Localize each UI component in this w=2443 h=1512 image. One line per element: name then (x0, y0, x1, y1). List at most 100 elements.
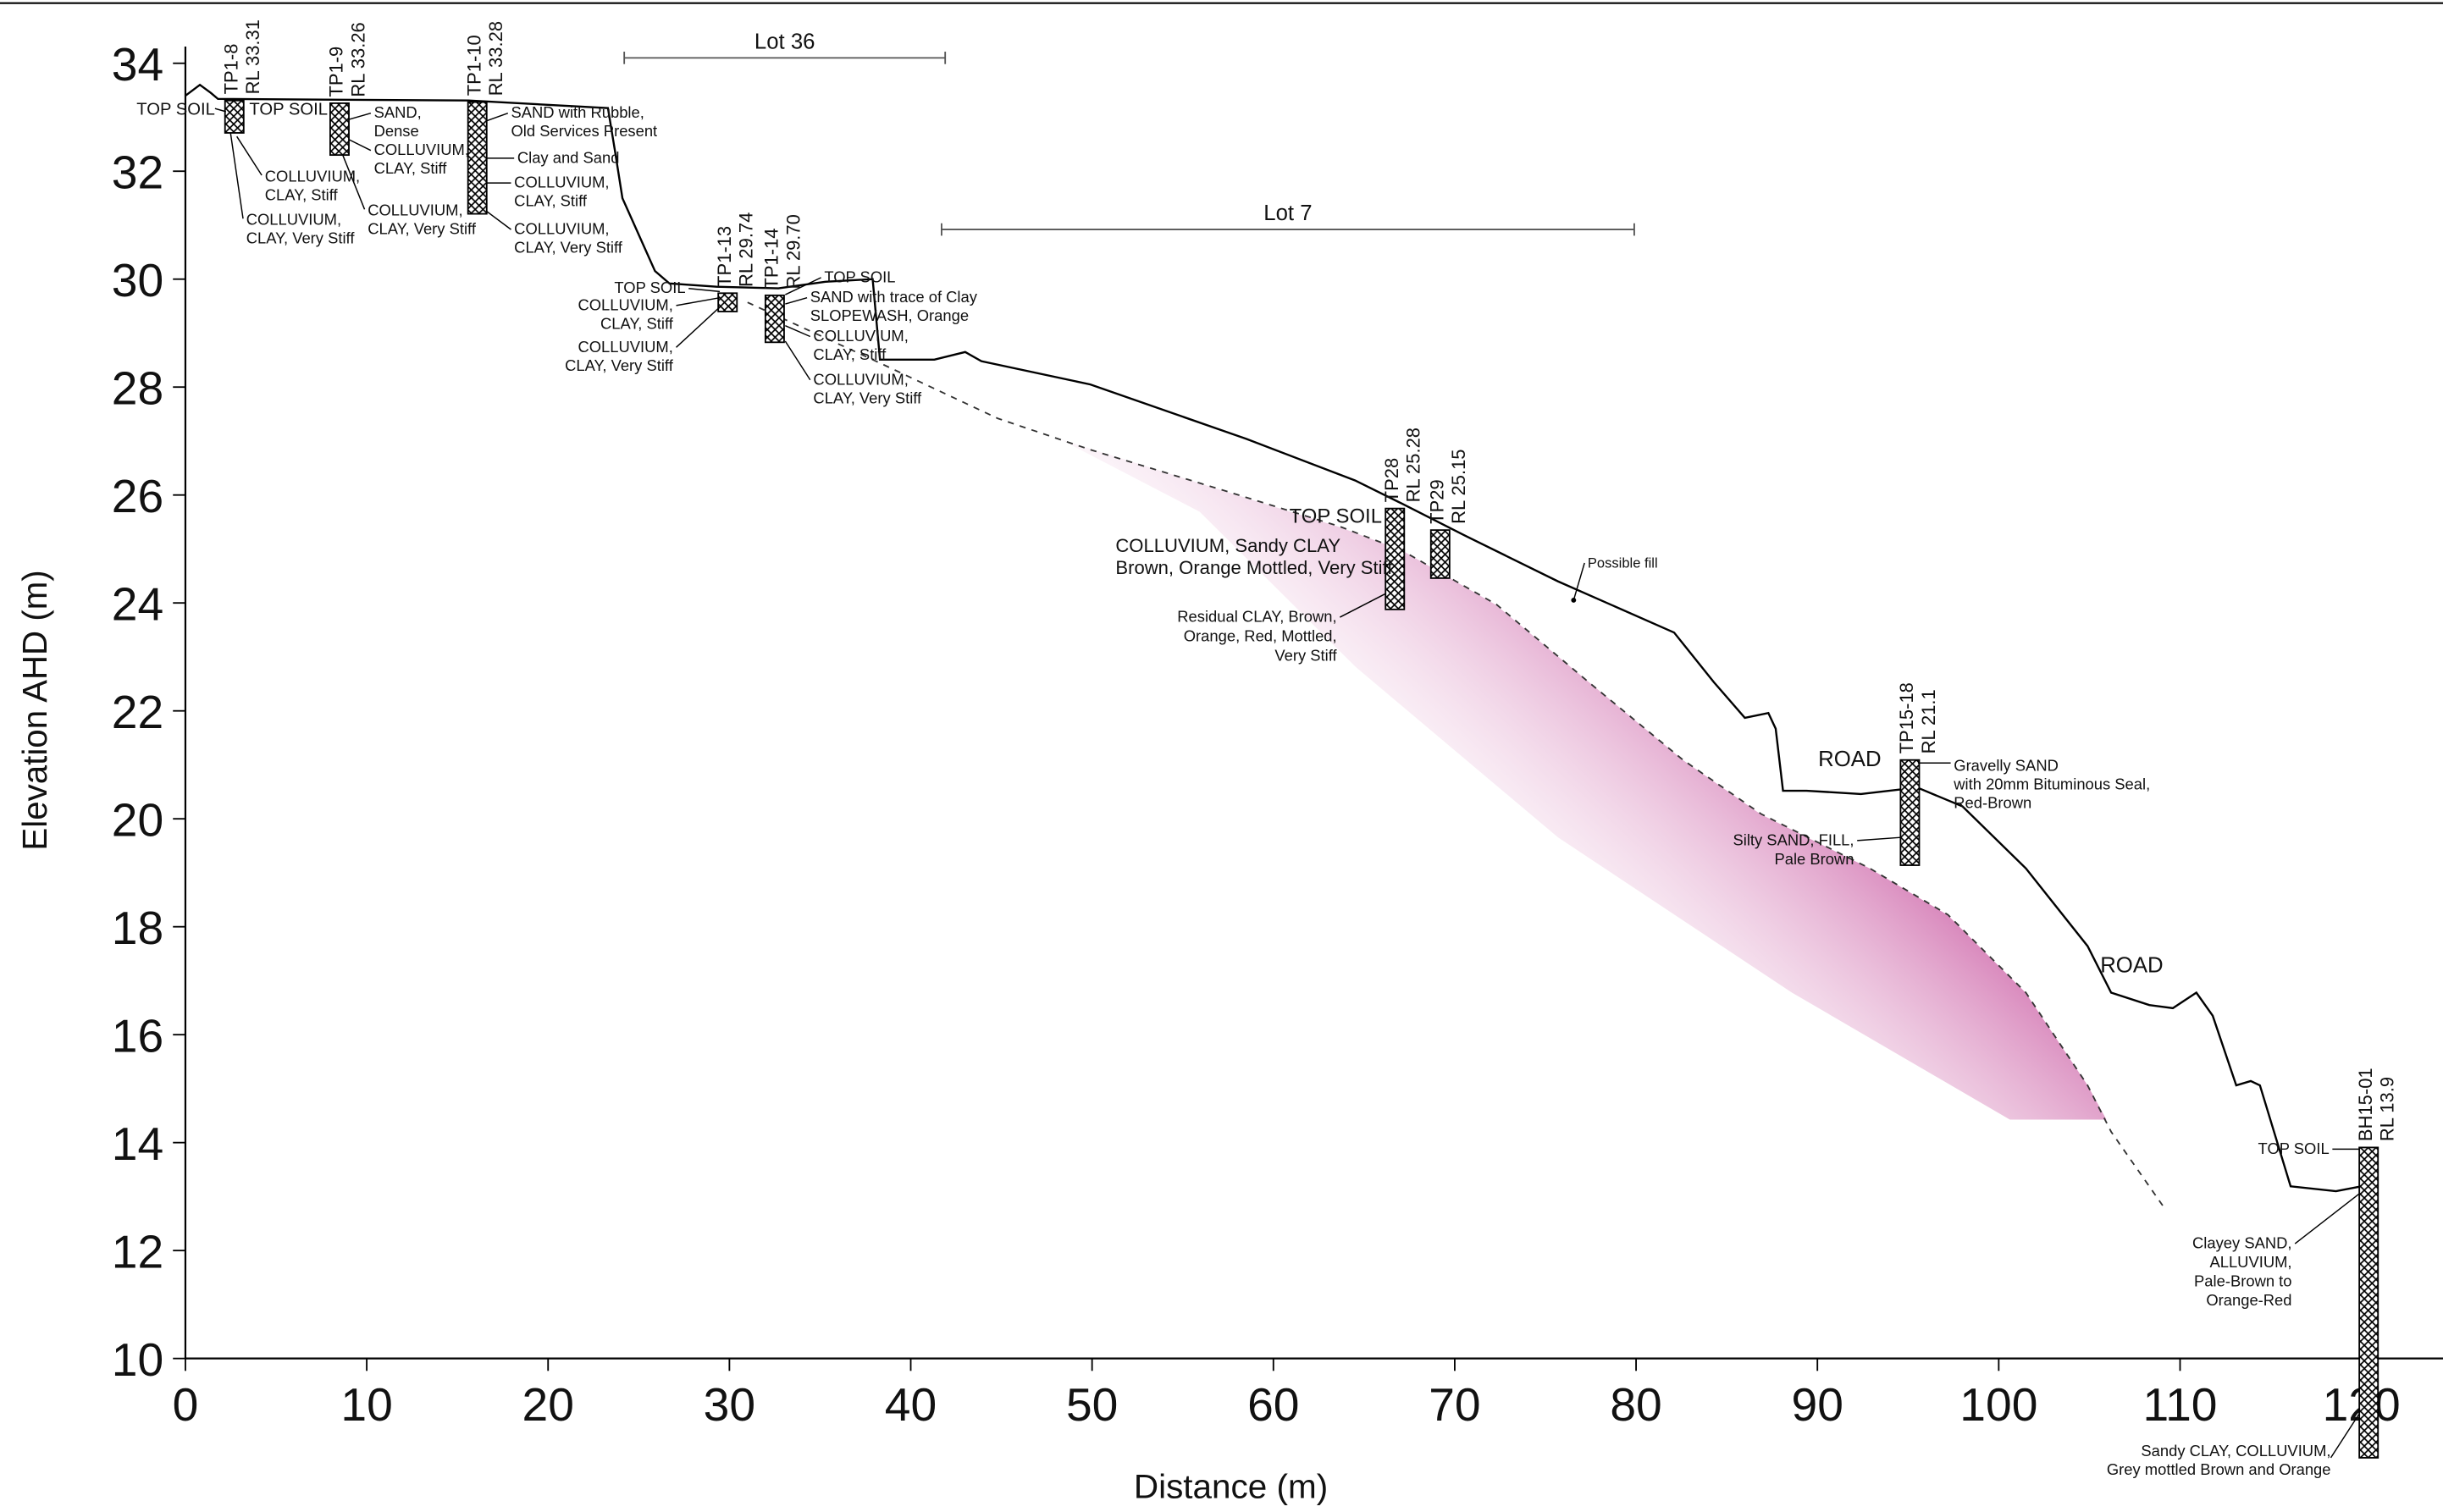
y-tick-label: 34 (112, 38, 163, 91)
leader-line (1339, 593, 1386, 618)
leader-line (2330, 1414, 2360, 1459)
annotation: Brown, Orange Mottled, Very Stiff (1115, 557, 1393, 578)
annotation: TOP SOIL (249, 101, 328, 119)
leader-line (1857, 836, 1901, 842)
x-tick-label: 80 (1610, 1378, 1661, 1431)
annotation: Old Services Present (511, 122, 657, 140)
x-tick-label: 50 (1066, 1378, 1118, 1431)
annotation: CLAY, Very Stiff (246, 229, 356, 247)
annotation: SAND with Rubble, (511, 103, 644, 121)
leader-line (485, 113, 509, 122)
annotation: TOP SOIL (824, 268, 895, 285)
y-tick-label: 14 (112, 1117, 163, 1170)
annotation: CLAY, Stiff (813, 345, 887, 363)
borehole (717, 292, 738, 312)
borehole-rl: RL 21.1 (1918, 689, 1939, 753)
borehole-name: TP1-9 (326, 47, 347, 97)
borehole-rl: RL 25.28 (1403, 428, 1424, 502)
annotation: Orange-Red (2206, 1291, 2291, 1309)
annotation: TOP SOIL (2258, 1140, 2330, 1157)
annotation: COLLUVIUM, (246, 211, 341, 229)
annotation: COLLUVIUM, (813, 327, 908, 345)
annotation: Pale-Brown to (2194, 1272, 2291, 1290)
annotation: SLOPEWASH, Orange (810, 306, 969, 324)
leader-line (1572, 562, 1585, 601)
annotation: COLLUVIUM, (514, 220, 609, 238)
leader-line (785, 277, 821, 295)
annotation: ALLUVIUM, (2209, 1253, 2291, 1271)
annotation: TOP SOIL (614, 279, 685, 296)
annotation: COLLUVIUM, (374, 141, 469, 158)
borehole-rl: RL 33.28 (485, 21, 506, 96)
x-tick-label: 40 (885, 1378, 937, 1431)
leader-dot (1571, 597, 1577, 603)
annotation: COLLUVIUM, (813, 370, 908, 388)
annotation: CLAY, Stiff (265, 185, 339, 203)
borehole-name: TP29 (1426, 479, 1447, 524)
annotation: ROAD (2100, 954, 2163, 978)
interpreted-boundary (747, 301, 2167, 1211)
annotation: COLLUVIUM, (578, 295, 672, 313)
x-tick-label: 90 (1792, 1378, 1843, 1431)
annotation: CLAY, Stiff (514, 192, 588, 210)
x-tick-label: 60 (1247, 1378, 1299, 1431)
annotation: Sandy CLAY, COLLUVIUM, (2141, 1442, 2330, 1460)
annotation: Pale Brown (1774, 850, 1854, 868)
leader-line (785, 325, 811, 338)
borehole (1899, 759, 1921, 866)
annotation: Gravelly SAND (1954, 756, 2059, 774)
borehole-rl: RL 13.9 (2377, 1077, 2398, 1141)
borehole-name: TP15-18 (1896, 682, 1917, 753)
annotation: with 20mm Bituminous Seal, (1953, 775, 2150, 792)
annotation: Silty SAND, FILL, (1733, 830, 1854, 848)
y-tick-label: 22 (112, 686, 163, 738)
x-tick-label: 100 (1959, 1378, 2037, 1431)
annotation: COLLUVIUM, Sandy CLAY (1115, 535, 1340, 556)
borehole (2358, 1146, 2379, 1459)
annotation: SAND with trace of Clay (810, 288, 978, 306)
borehole (329, 102, 350, 157)
annotation: ROAD (1818, 748, 1881, 771)
borehole-rl: RL 25.15 (1448, 449, 1469, 523)
leader-line (676, 296, 721, 306)
x-axis-label: Distance (m) (1134, 1467, 1328, 1506)
annotation: CLAY, Very Stiff (813, 389, 922, 406)
annotation: CLAY, Very Stiff (565, 356, 674, 374)
leader-line (229, 133, 244, 219)
annotation: CLAY, Stiff (600, 314, 674, 332)
y-tick-label: 18 (112, 902, 163, 954)
leader-line (214, 108, 226, 113)
borehole-name: TP1-14 (761, 228, 782, 289)
annotation: COLLUVIUM, (578, 338, 672, 356)
leader-line (676, 306, 721, 348)
borehole-name: TP28 (1381, 458, 1402, 503)
borehole (1429, 529, 1451, 579)
leader-line (785, 297, 808, 305)
y-tick-label: 24 (112, 577, 163, 630)
dimension-label: Lot 7 (1263, 201, 1312, 225)
y-tick-label: 20 (112, 793, 163, 846)
annotation: Clay and Sand (517, 148, 620, 166)
annotation: TOP SOIL (1290, 505, 1382, 527)
leader-line (348, 113, 372, 120)
borehole-name: TP1-8 (220, 44, 241, 95)
borehole (1385, 507, 1406, 610)
borehole-rl: RL 29.74 (736, 212, 757, 287)
annotation: COLLUVIUM, (265, 167, 360, 185)
borehole (224, 99, 245, 134)
y-tick-label: 10 (112, 1333, 163, 1386)
annotation: Orange, Red, Mottled, (1184, 626, 1337, 644)
annotation: Red-Brown (1954, 793, 2031, 811)
y-tick-label: 12 (112, 1225, 163, 1277)
annotation: SAND, (374, 103, 422, 121)
leader-line (688, 287, 721, 293)
x-tick-label: 70 (1429, 1378, 1480, 1431)
leader-line (342, 154, 366, 210)
annotation: COLLUVIUM, (514, 174, 609, 191)
x-tick-label: 20 (522, 1378, 574, 1431)
annotation: CLAY, Very Stiff (368, 220, 477, 238)
x-tick-label: 0 (173, 1378, 199, 1431)
leader-line (348, 139, 372, 152)
